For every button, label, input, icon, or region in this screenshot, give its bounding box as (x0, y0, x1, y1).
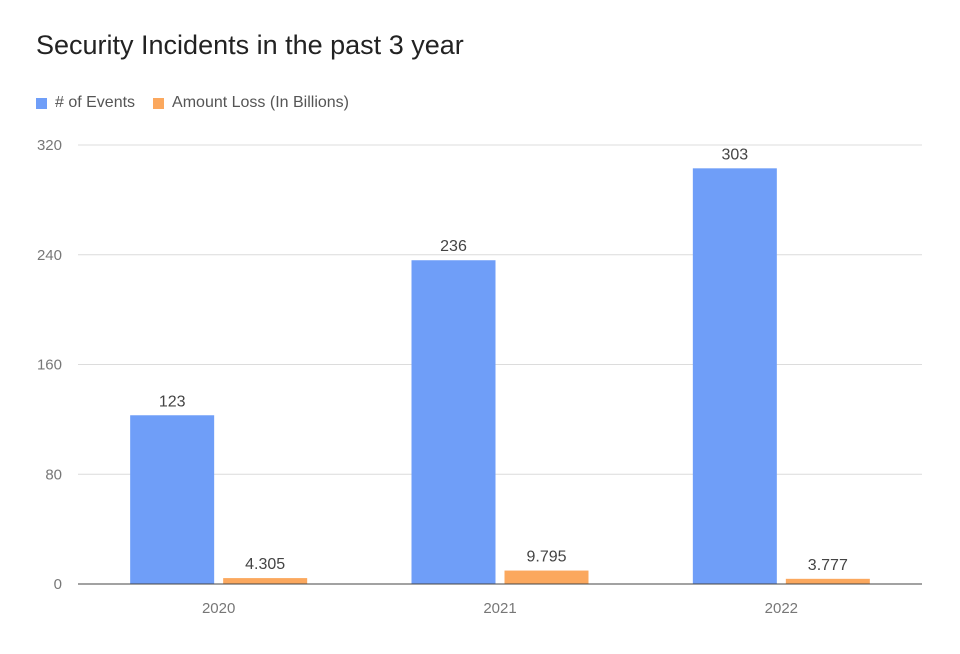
legend-swatch-events (36, 97, 47, 109)
x-tick-label-2021: 2021 (483, 600, 516, 617)
data-label-events-2022: 303 (721, 146, 748, 163)
bar-loss-2020 (223, 578, 308, 584)
bar-events-2021 (411, 260, 496, 584)
data-label-events-2021: 236 (440, 238, 467, 255)
bar-events-2022 (692, 168, 777, 584)
bar-loss-2021 (504, 570, 589, 584)
x-tick-label-2022: 2022 (765, 600, 798, 617)
legend-item-events: # of Events (36, 94, 135, 112)
legend-label-loss: Amount Loss (In Billions) (172, 94, 350, 111)
x-tick-label-2020: 2020 (202, 600, 235, 617)
chart-title: Security Incidents in the past 3 year (36, 30, 464, 60)
y-tick-label-240: 240 (37, 247, 62, 264)
y-tick-label-320: 320 (37, 137, 62, 154)
legend: # of Events Amount Loss (In Billions) (36, 94, 367, 112)
data-label-loss-2022: 3.777 (808, 557, 848, 574)
data-label-loss-2021: 9.795 (526, 549, 566, 566)
legend-item-loss: Amount Loss (In Billions) (153, 94, 349, 112)
y-tick-label-80: 80 (45, 466, 62, 483)
legend-swatch-loss (153, 97, 165, 109)
y-tick-label-160: 160 (37, 357, 62, 374)
data-label-events-2020: 123 (159, 393, 186, 410)
data-label-loss-2020: 4.305 (245, 556, 285, 573)
legend-label-events: # of Events (55, 94, 136, 111)
bar-loss-2022 (785, 578, 870, 584)
bar-events-2020 (130, 415, 215, 584)
y-tick-label-0: 0 (54, 576, 62, 593)
